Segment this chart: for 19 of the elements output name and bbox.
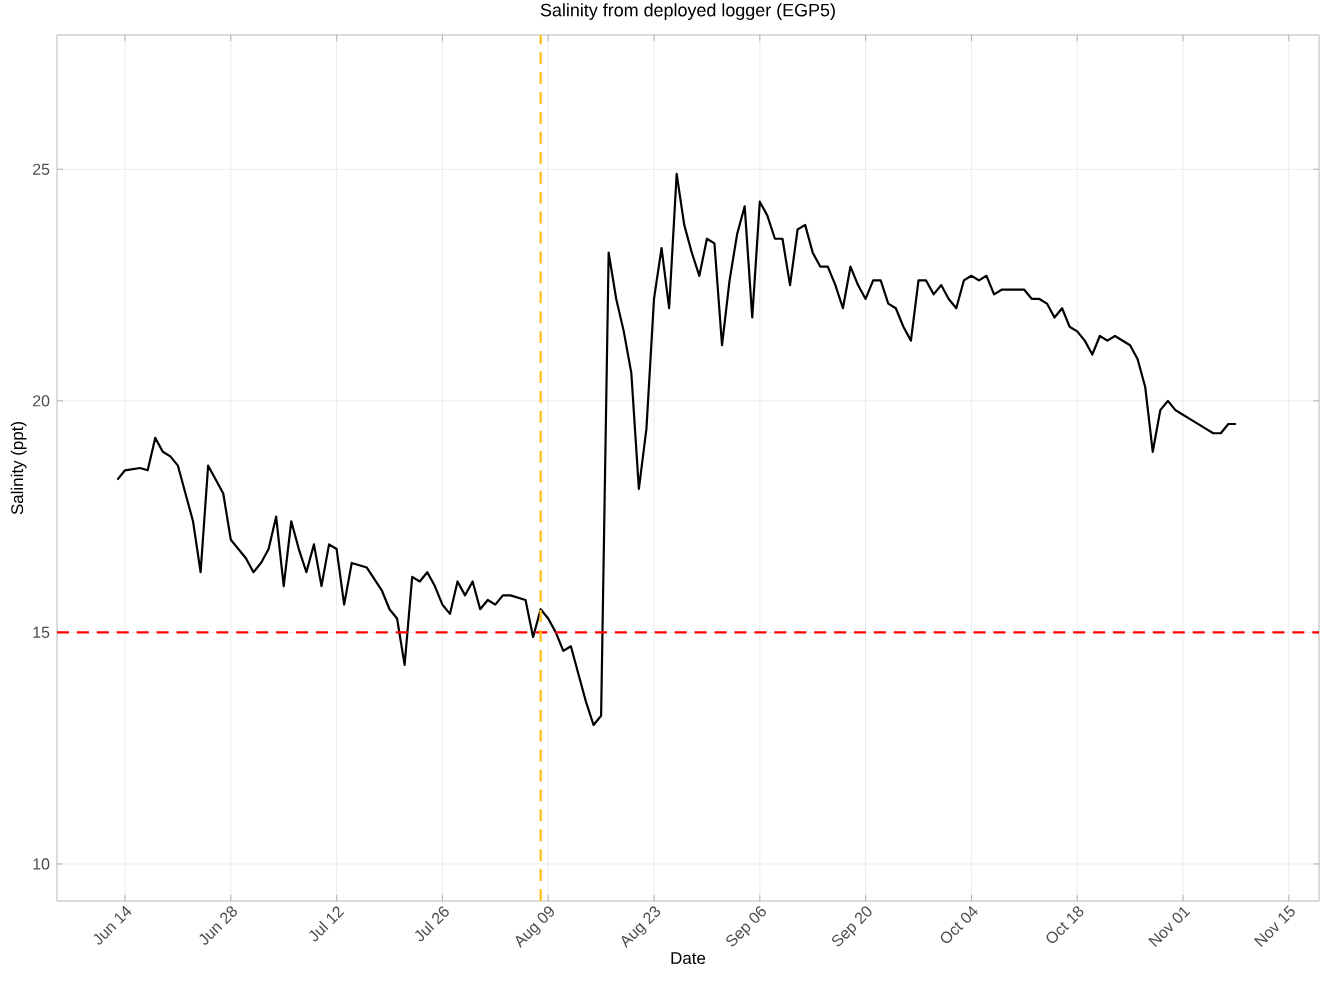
x-tick-label: Jun 14	[93, 905, 132, 945]
y-tick-label: 20	[33, 395, 50, 407]
y-tick-label: 25	[33, 163, 50, 175]
x-tick-label: Nov 15	[1254, 905, 1295, 947]
x-tick-label: Aug 09	[515, 906, 554, 948]
y-tick-label: 10	[33, 858, 50, 870]
x-tick-label: Oct 04	[940, 905, 978, 943]
x-tick-label: Nov 01	[1148, 906, 1191, 948]
x-tick-label: Jun 28	[199, 906, 237, 945]
chart-title: Salinity from deployed logger (EGP5)	[540, 3, 835, 20]
x-tick-label: Sep 20	[832, 906, 872, 947]
x-tick-label: Oct 18	[1046, 906, 1084, 943]
y-tick-label: 15	[33, 626, 50, 638]
x-tick-label: Jul 12	[309, 906, 345, 942]
x-axis-title: Date	[671, 952, 706, 965]
y-axis-title: Salinity (ppt)	[10, 422, 27, 515]
x-tick-label: Jul 26	[415, 906, 449, 942]
x-tick-label: Aug 23	[621, 906, 661, 948]
x-tick-label: Sep 06	[726, 906, 766, 947]
